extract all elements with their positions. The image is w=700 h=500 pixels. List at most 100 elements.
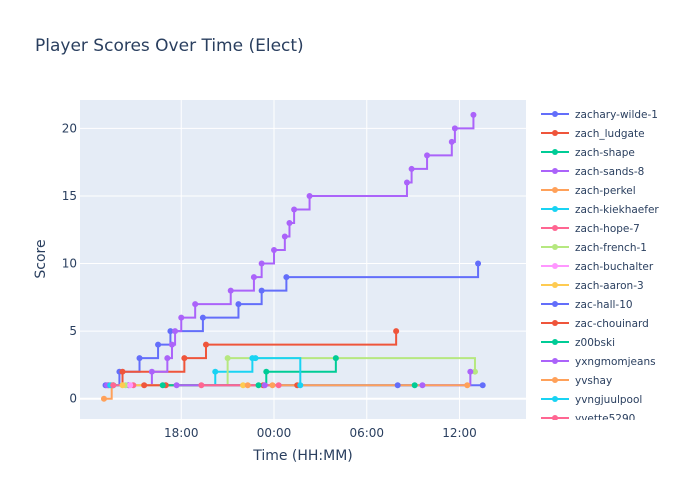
legend-label: zach-buchalter bbox=[575, 261, 654, 273]
data-point bbox=[464, 382, 471, 389]
legend-item[interactable]: yvngjuulpool bbox=[541, 394, 642, 406]
legend-item[interactable]: zach-sands-8 bbox=[541, 166, 644, 178]
data-point bbox=[419, 382, 426, 389]
legend-marker bbox=[552, 358, 558, 364]
data-point bbox=[212, 368, 219, 375]
legend-label: zach-sands-8 bbox=[575, 166, 644, 178]
data-point bbox=[148, 368, 155, 375]
data-point bbox=[167, 328, 174, 335]
legend-marker bbox=[552, 206, 558, 212]
legend-item[interactable]: yxngmomjeans bbox=[541, 356, 656, 368]
legend-label: yvngjuulpool bbox=[575, 394, 642, 406]
data-point bbox=[181, 355, 188, 362]
legend[interactable]: zachary-wilde-1 zach_ludgate zach-shape zac… bbox=[541, 109, 659, 425]
data-point bbox=[119, 382, 126, 389]
data-point bbox=[258, 287, 265, 294]
series-line bbox=[255, 357, 302, 386]
legend-label: zach_ludgate bbox=[575, 128, 645, 140]
legend-marker bbox=[552, 301, 558, 307]
data-point bbox=[424, 152, 431, 159]
data-point bbox=[408, 165, 415, 172]
data-point bbox=[297, 382, 304, 389]
data-point bbox=[159, 382, 166, 389]
data-point bbox=[255, 382, 262, 389]
legend-item[interactable]: zach-aaron-3 bbox=[541, 280, 644, 292]
legend-item[interactable]: zac-chouinard bbox=[541, 318, 649, 330]
legend-marker bbox=[552, 415, 558, 420]
data-point bbox=[252, 355, 259, 362]
data-point bbox=[136, 355, 143, 362]
data-point bbox=[119, 368, 126, 375]
legend-item[interactable]: zach-perkel bbox=[541, 185, 636, 197]
legend-marker bbox=[552, 320, 558, 326]
data-point bbox=[155, 341, 162, 348]
y-tick-labels: 0 5 10 15 20 bbox=[62, 121, 77, 405]
legend-marker bbox=[552, 339, 558, 345]
x-tick-label: 12:00 bbox=[442, 426, 477, 440]
legend-item[interactable]: zach-french-1 bbox=[541, 242, 647, 254]
legend-label: zach-hope-7 bbox=[575, 223, 640, 235]
data-point bbox=[199, 314, 206, 321]
legend-item[interactable]: zach-buchalter bbox=[541, 261, 654, 273]
legend-marker bbox=[552, 168, 558, 174]
legend-item[interactable]: z00bski bbox=[541, 337, 615, 349]
data-point bbox=[258, 260, 265, 267]
legend-marker bbox=[552, 377, 558, 383]
legend-marker bbox=[552, 111, 558, 117]
legend-label: zach-aaron-3 bbox=[575, 280, 644, 292]
legend-item[interactable]: zach-shape bbox=[541, 147, 635, 159]
legend-marker bbox=[552, 396, 558, 402]
legend-marker bbox=[552, 282, 558, 288]
data-point bbox=[250, 274, 257, 281]
data-point bbox=[198, 382, 205, 389]
legend-marker bbox=[552, 225, 558, 231]
data-point bbox=[178, 314, 185, 321]
legend-item[interactable]: zach-kiekhaefer bbox=[541, 204, 659, 216]
x-axis-label: Time (HH:MM) bbox=[252, 448, 353, 464]
data-point bbox=[332, 355, 339, 362]
data-point bbox=[470, 111, 477, 118]
legend-label: zac-chouinard bbox=[575, 318, 649, 330]
data-point bbox=[164, 355, 171, 362]
x-tick-labels: 18:00 00:00 06:00 12:00 bbox=[164, 426, 477, 440]
legend-item[interactable]: zac-hall-10 bbox=[541, 299, 633, 311]
legend-item[interactable]: zachary-wilde-1 bbox=[541, 109, 658, 121]
legend-item[interactable]: zach-hope-7 bbox=[541, 223, 640, 235]
data-point bbox=[224, 355, 231, 362]
y-tick-label: 0 bbox=[69, 392, 77, 406]
data-point bbox=[172, 328, 179, 335]
data-point bbox=[286, 220, 293, 227]
data-point bbox=[269, 382, 276, 389]
legend-label: zac-hall-10 bbox=[575, 299, 633, 311]
data-point bbox=[202, 341, 209, 348]
data-point bbox=[471, 368, 478, 375]
data-point bbox=[411, 382, 418, 389]
data-point bbox=[192, 301, 199, 308]
data-point bbox=[291, 206, 298, 213]
data-point bbox=[393, 328, 400, 335]
legend-label: yxngmomjeans bbox=[575, 356, 656, 368]
legend-label: yvshay bbox=[575, 375, 612, 387]
data-point bbox=[168, 341, 175, 348]
data-point bbox=[271, 247, 278, 254]
data-point bbox=[403, 179, 410, 186]
data-point bbox=[173, 382, 180, 389]
data-point bbox=[283, 274, 290, 281]
x-tick-label: 06:00 bbox=[349, 426, 384, 440]
x-tick-label: 00:00 bbox=[257, 426, 292, 440]
data-point bbox=[263, 368, 270, 375]
legend-marker bbox=[552, 130, 558, 136]
legend-item[interactable]: yvette5290 bbox=[541, 413, 635, 425]
y-tick-label: 15 bbox=[62, 189, 77, 203]
data-point bbox=[475, 260, 482, 267]
legend-item[interactable]: zach_ludgate bbox=[541, 128, 645, 140]
data-point bbox=[240, 382, 247, 389]
legend-label: zach-shape bbox=[575, 147, 635, 159]
data-point bbox=[467, 368, 474, 375]
y-tick-label: 20 bbox=[62, 121, 77, 135]
y-tick-label: 5 bbox=[69, 324, 77, 338]
legend-item[interactable]: yvshay bbox=[541, 375, 612, 387]
chart-title: Player Scores Over Time (Elect) bbox=[35, 36, 304, 56]
legend-label: zach-perkel bbox=[575, 185, 636, 197]
